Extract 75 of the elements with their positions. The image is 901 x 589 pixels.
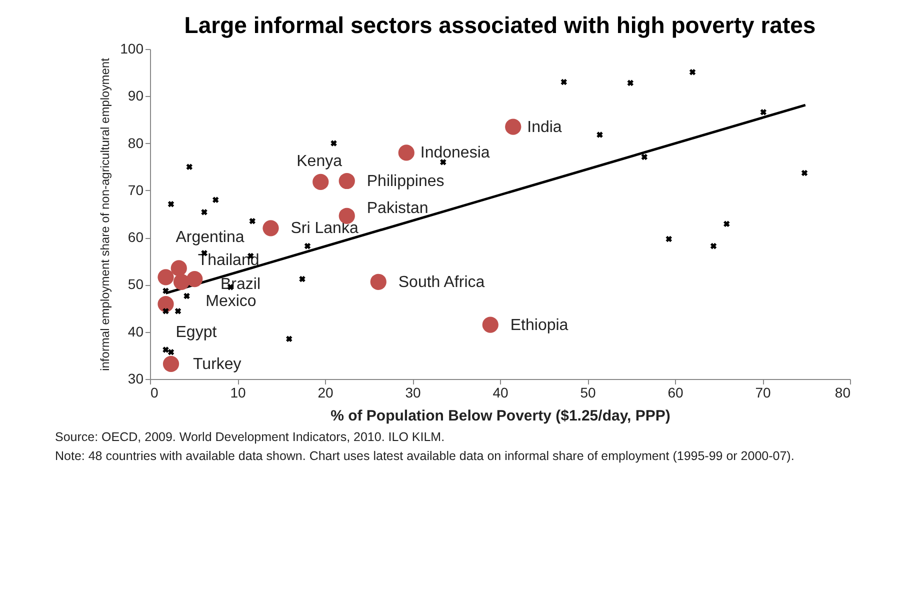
point [286, 336, 292, 342]
point [689, 68, 696, 76]
annotation: Philippines [366, 173, 444, 190]
annotation: India [527, 118, 562, 136]
y-tick-label: 100 [120, 40, 144, 56]
point [162, 346, 169, 353]
point [262, 220, 279, 236]
point [186, 271, 203, 288]
y-tick-label: 60 [128, 229, 144, 246]
annotation: Argentina [176, 229, 244, 246]
point [596, 132, 603, 138]
annotation: Turkey [193, 356, 242, 373]
annotation: Kenya [296, 152, 342, 170]
annotation: Mexico [206, 293, 256, 310]
y-tick-label: 50 [128, 276, 144, 292]
y-tick-label: 70 [128, 182, 144, 198]
x-tick-label: 20 [318, 384, 334, 400]
point [801, 170, 808, 176]
y-tick-label: 80 [128, 134, 144, 151]
point [162, 356, 180, 372]
annotation: Egypt [176, 324, 218, 342]
x-axis-title: % of Population Below Poverty ($1.25/day, PPP) [330, 408, 670, 424]
point [627, 80, 634, 86]
x-tick-label: 0 [150, 384, 158, 400]
chart-title: Large informal sectors associated with high poverty rates [184, 12, 816, 38]
point [560, 78, 568, 86]
annotation: Sri Lanka [290, 220, 358, 238]
annotation: Thailand [198, 252, 260, 270]
point [312, 174, 329, 190]
annotation: Ethiopia [510, 316, 568, 334]
point [158, 269, 174, 286]
x-tick-label: 60 [668, 384, 684, 400]
point [338, 172, 355, 190]
point [482, 316, 498, 333]
annotation: Pakistan [366, 200, 428, 217]
point [168, 349, 174, 356]
y-tick-label: 90 [128, 88, 144, 104]
text: Note: 48 countries with available data shown. Chart uses latest available data on informal share of employment (1995-99 or 2000-07). [55, 449, 794, 463]
point [168, 200, 174, 208]
x-tick-label: 80 [834, 384, 851, 400]
x-tick-label: 70 [755, 384, 771, 400]
point [249, 218, 256, 224]
point [370, 274, 386, 290]
point [440, 159, 446, 166]
point [299, 276, 306, 282]
point [666, 236, 672, 242]
y-axis-title: informal employment share of non-agricultural employment [98, 57, 112, 371]
point [505, 118, 522, 135]
point [162, 288, 169, 294]
point [212, 196, 219, 203]
point [174, 308, 182, 314]
point [186, 164, 193, 170]
point [398, 144, 414, 161]
point [723, 220, 730, 228]
point [184, 292, 190, 300]
point [710, 242, 717, 250]
x-tick-label: 10 [230, 384, 246, 400]
point [641, 154, 648, 160]
x-tick-label: 30 [405, 384, 421, 400]
point [173, 274, 190, 290]
y-tick-label: 40 [128, 323, 144, 340]
y-tick-label: 30 [128, 370, 144, 386]
x-tick-label: 50 [580, 384, 596, 400]
x-tick-label: 40 [492, 384, 508, 400]
annotation: South Africa [398, 274, 485, 291]
point [304, 242, 311, 250]
point [330, 140, 337, 146]
point [158, 296, 174, 312]
source-note: Source: OECD, 2009. World Development Indicators, 2010. ILO KILM. [55, 430, 445, 444]
point [162, 308, 169, 314]
point [760, 109, 767, 116]
point [170, 260, 187, 276]
annotation: Brazil [220, 276, 261, 293]
point [201, 208, 208, 216]
annotation: Indonesia [420, 144, 490, 162]
